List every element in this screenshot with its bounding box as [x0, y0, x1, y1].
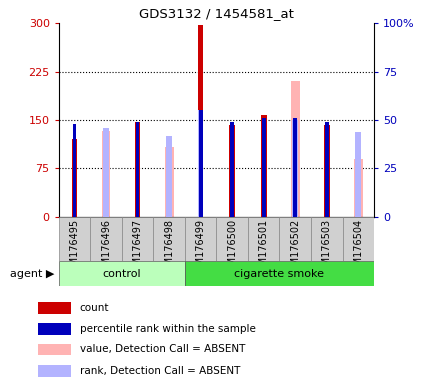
- Bar: [293, 118, 296, 217]
- Bar: [197, 110, 203, 217]
- Text: cigarette smoke: cigarette smoke: [234, 268, 324, 279]
- Text: GSM176501: GSM176501: [258, 219, 268, 278]
- Bar: [184, 217, 216, 261]
- Bar: [229, 124, 234, 217]
- Bar: [355, 132, 360, 217]
- Bar: [290, 81, 299, 217]
- Text: GSM176498: GSM176498: [164, 219, 174, 278]
- Bar: [260, 115, 266, 217]
- Bar: [59, 261, 184, 286]
- Bar: [323, 125, 329, 217]
- Bar: [164, 147, 173, 217]
- Bar: [166, 136, 171, 217]
- Text: GSM176500: GSM176500: [227, 219, 237, 278]
- Text: GSM176499: GSM176499: [195, 219, 205, 278]
- Bar: [216, 217, 247, 261]
- Bar: [38, 365, 70, 377]
- Bar: [353, 159, 362, 217]
- Bar: [342, 217, 373, 261]
- Text: GSM176502: GSM176502: [289, 219, 299, 278]
- Bar: [324, 122, 328, 217]
- Title: GDS3132 / 1454581_at: GDS3132 / 1454581_at: [138, 7, 293, 20]
- Bar: [90, 217, 122, 261]
- Text: GSM176497: GSM176497: [132, 219, 142, 278]
- Text: agent ▶: agent ▶: [10, 268, 54, 279]
- Bar: [102, 131, 110, 217]
- Bar: [135, 122, 139, 217]
- Text: GSM176496: GSM176496: [101, 219, 111, 278]
- Bar: [197, 25, 203, 217]
- Bar: [247, 217, 279, 261]
- Text: control: control: [102, 268, 141, 279]
- Bar: [135, 122, 140, 217]
- Text: count: count: [79, 303, 109, 313]
- Text: rank, Detection Call = ABSENT: rank, Detection Call = ABSENT: [79, 366, 240, 376]
- Text: GSM176504: GSM176504: [352, 219, 362, 278]
- Bar: [72, 139, 77, 217]
- Text: GSM176495: GSM176495: [69, 219, 79, 278]
- Bar: [230, 122, 233, 217]
- Text: GSM176503: GSM176503: [321, 219, 331, 278]
- Text: percentile rank within the sample: percentile rank within the sample: [79, 324, 255, 334]
- Bar: [72, 124, 76, 217]
- Bar: [38, 344, 70, 355]
- Bar: [184, 261, 373, 286]
- Bar: [122, 217, 153, 261]
- Bar: [279, 217, 310, 261]
- Bar: [38, 302, 70, 314]
- Bar: [310, 217, 342, 261]
- Text: value, Detection Call = ABSENT: value, Detection Call = ABSENT: [79, 344, 244, 354]
- Bar: [38, 323, 70, 334]
- Bar: [292, 120, 297, 217]
- Bar: [59, 217, 90, 261]
- Bar: [103, 128, 108, 217]
- Bar: [153, 217, 184, 261]
- Bar: [261, 118, 265, 217]
- Bar: [198, 110, 202, 217]
